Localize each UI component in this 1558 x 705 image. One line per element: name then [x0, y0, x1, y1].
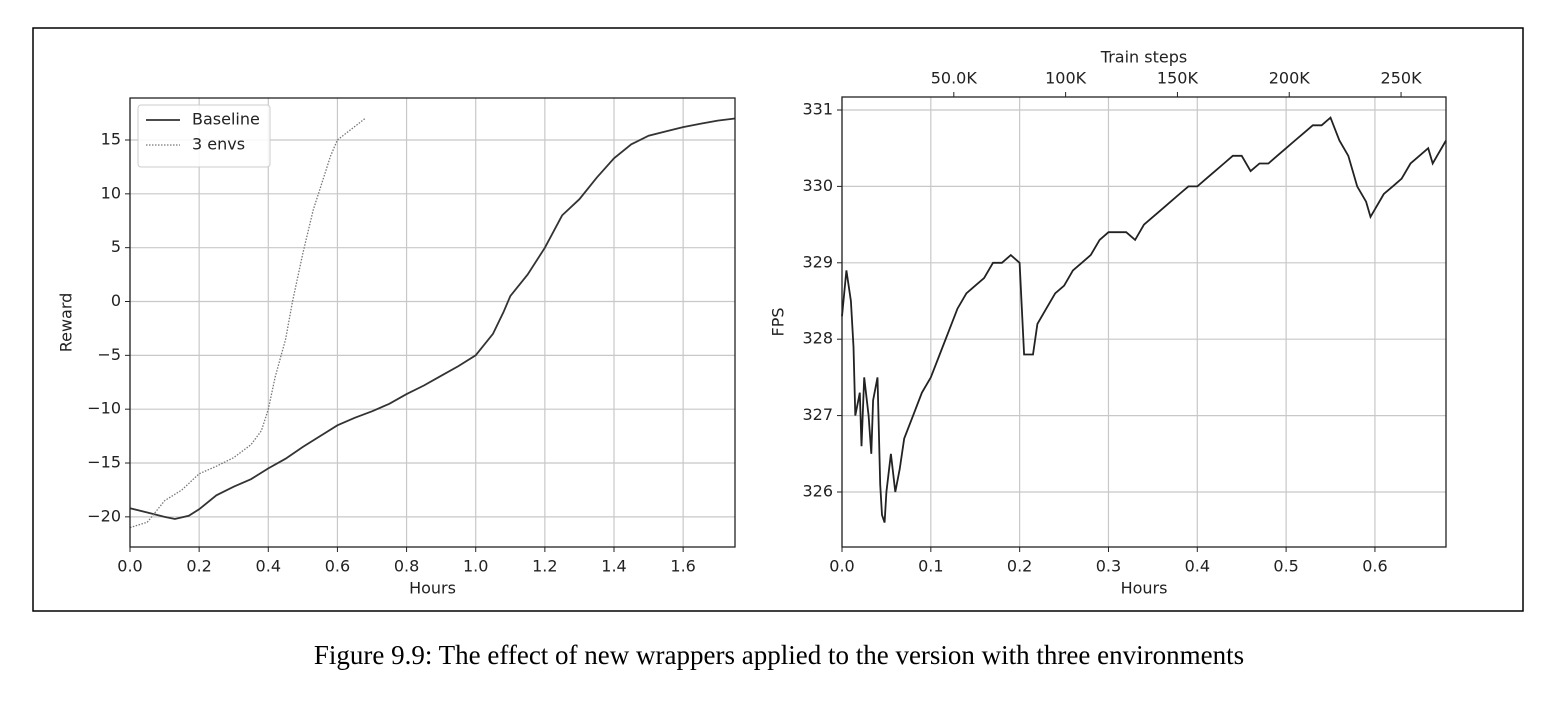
y-tick-label: 331: [802, 99, 833, 118]
y-tick-label: −15: [87, 453, 121, 472]
x-tick-label: 0.0: [117, 557, 142, 576]
x-tick-label: 0.3: [1096, 557, 1121, 576]
y-tick-label: 5: [111, 237, 121, 256]
x2-tick-label: 250K: [1381, 69, 1423, 88]
y-tick-label: 326: [802, 481, 833, 500]
y-tick-label: 0: [111, 291, 121, 310]
x-tick-label: 1.4: [601, 557, 626, 576]
plot-frame: [129, 97, 736, 548]
x-tick-label: 0.6: [325, 557, 350, 576]
x2-tick-label: 200K: [1269, 69, 1311, 88]
x-tick-label: 0.4: [1185, 557, 1210, 576]
y-tick-label: −5: [97, 345, 121, 364]
data-line: [129, 117, 366, 529]
x2-tick-label: 50.0K: [931, 69, 978, 88]
y-axis-title: FPS: [769, 307, 788, 336]
legend-label: Baseline: [192, 110, 260, 129]
x-tick-label: 0.8: [394, 557, 419, 576]
x-tick-label: 0.2: [186, 557, 211, 576]
y-axis-title: Reward: [57, 293, 76, 353]
x2-tick-label: 100K: [1045, 69, 1087, 88]
y-tick-label: 329: [802, 252, 833, 271]
x-axis-title: Hours: [409, 579, 456, 598]
x-tick-label: 0.4: [256, 557, 281, 576]
x-tick-label: 0.0: [829, 557, 854, 576]
x-tick-label: 0.1: [918, 557, 943, 576]
x2-axis-title: Train steps: [1100, 48, 1187, 67]
data-line: [129, 117, 736, 520]
y-tick-label: 10: [101, 183, 121, 202]
caption: Figure 9.9: The effect of new wrappers a…: [314, 640, 1244, 670]
x-tick-label: 1.2: [532, 557, 557, 576]
x2-tick-label: 150K: [1157, 69, 1199, 88]
y-tick-label: 328: [802, 329, 833, 348]
y-tick-label: −20: [87, 506, 121, 525]
x-tick-label: 1.0: [463, 557, 488, 576]
x-tick-label: 0.6: [1362, 557, 1387, 576]
legend-label: 3 envs: [192, 135, 245, 154]
plot-frame: [841, 96, 1447, 548]
y-tick-label: 327: [802, 405, 833, 424]
y-tick-label: 330: [802, 176, 833, 195]
y-tick-label: 15: [101, 129, 121, 148]
data-line: [841, 116, 1447, 523]
x-tick-label: 1.6: [670, 557, 695, 576]
x-axis-title: Hours: [1121, 579, 1168, 598]
x-tick-label: 0.2: [1007, 557, 1032, 576]
y-tick-label: −10: [87, 399, 121, 418]
x-tick-label: 0.5: [1273, 557, 1298, 576]
figure-frame: [32, 27, 1524, 612]
